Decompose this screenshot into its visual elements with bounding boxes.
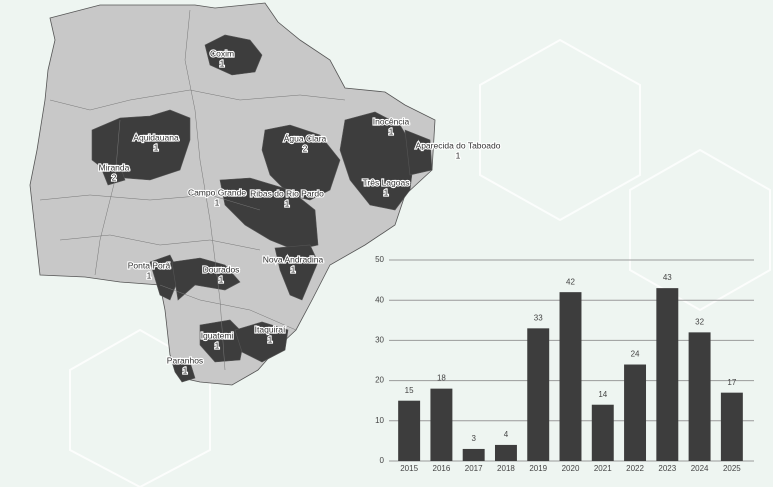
- bar: [591, 404, 614, 461]
- value-label: 24: [631, 350, 640, 359]
- region-name: Paranhos: [167, 355, 203, 365]
- bar: [462, 448, 485, 461]
- region-count: 1: [220, 58, 225, 68]
- bar-chart: 0 10 20 30 40 50 2015 15 2016 18 2017 3 2018 4 2019 33 2…: [375, 255, 754, 473]
- value-label: 4: [504, 430, 509, 439]
- x-tick-label: 2017: [465, 464, 483, 473]
- y-tick-label: 20: [375, 376, 384, 385]
- bar: [688, 332, 711, 461]
- region-count: 1: [219, 274, 224, 284]
- y-tick-label: 0: [380, 456, 385, 465]
- y-tick-label: 30: [375, 336, 384, 345]
- bar: [624, 364, 647, 461]
- y-tick-label: 10: [375, 416, 384, 425]
- x-tick-label: 2022: [626, 464, 644, 473]
- bar: [494, 444, 517, 461]
- x-tick-label: 2015: [400, 464, 418, 473]
- highlighted-municipalities: [91, 34, 433, 383]
- x-tick-label: 2025: [723, 464, 741, 473]
- region-name: Ponta Porã: [128, 260, 171, 270]
- region-count: 1: [285, 198, 290, 208]
- region-count: 1: [147, 270, 152, 280]
- region-name: Dourados: [203, 264, 240, 274]
- region-count: 2: [112, 172, 117, 182]
- value-label: 33: [534, 313, 543, 322]
- value-label: 32: [695, 317, 704, 326]
- bar: [527, 328, 550, 461]
- region-name: Coxim: [210, 48, 234, 58]
- region-count: 1: [384, 187, 389, 197]
- bar: [656, 288, 679, 461]
- region-name: Itaquiraí: [255, 324, 286, 334]
- region-count: 2: [303, 143, 308, 153]
- region-name: Inocência: [373, 116, 410, 126]
- value-label: 42: [566, 277, 575, 286]
- region-name: Aquidauana: [133, 132, 179, 142]
- bar: [430, 388, 453, 461]
- bar: [559, 292, 582, 461]
- x-tick-label: 2019: [529, 464, 547, 473]
- region-count: 1: [389, 126, 394, 136]
- y-tick-label: 50: [375, 255, 384, 264]
- x-tick-label: 2016: [433, 464, 451, 473]
- value-label: 3: [471, 434, 476, 443]
- bar: [720, 392, 743, 461]
- region-name: Miranda: [99, 162, 130, 172]
- value-label: 18: [437, 374, 446, 383]
- value-label: 43: [663, 273, 672, 282]
- x-tick-label: 2023: [658, 464, 676, 473]
- x-tick-label: 2021: [594, 464, 612, 473]
- value-label: 14: [598, 390, 607, 399]
- region-count: 1: [183, 365, 188, 375]
- region-name: Campo Grande: [188, 187, 246, 197]
- region-count: 1: [456, 150, 461, 160]
- value-label: 17: [727, 378, 736, 387]
- municipal-borders: [39, 9, 346, 371]
- y-tick-label: 40: [375, 295, 384, 304]
- x-tick-label: 2020: [562, 464, 580, 473]
- value-label: 15: [405, 386, 414, 395]
- region-name: Nova Andradina: [263, 254, 324, 264]
- region-name: Ribas do Rio Pardo: [250, 188, 324, 198]
- region-name: Três Lagoas: [363, 177, 410, 187]
- region-count: 1: [268, 334, 273, 344]
- bar: [398, 400, 421, 461]
- x-tick-label: 2024: [691, 464, 709, 473]
- region-name: Água Clara: [284, 133, 327, 143]
- x-tick-label: 2018: [497, 464, 515, 473]
- region-count: 1: [154, 142, 159, 152]
- region-count: 1: [215, 340, 220, 350]
- region-name: Aparecida do Taboado: [416, 140, 501, 150]
- region-count: 1: [291, 264, 296, 274]
- region-name: Iguatemi: [201, 330, 234, 340]
- region-count: 1: [215, 197, 220, 207]
